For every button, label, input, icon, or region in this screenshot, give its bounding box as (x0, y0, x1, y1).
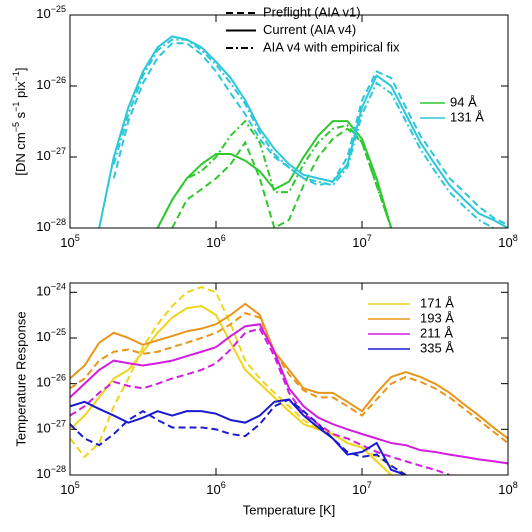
y-axis-label-part: [DN cm (13, 132, 28, 175)
tick-exponent: −28 (51, 217, 66, 227)
legend-label: 211 Å (420, 325, 453, 340)
series-line (112, 38, 494, 228)
x-tick-label: 108 (498, 233, 517, 250)
legend-label: 94 Å (450, 94, 477, 109)
plot-frame (69, 14, 509, 229)
tick-exponent: 7 (367, 480, 372, 490)
tick-exponent: −28 (51, 464, 66, 474)
legend-style-label: Preflight (AIA v1) (263, 4, 361, 19)
legend-style-label: Current (AIA v4) (263, 22, 356, 37)
tick-exponent: −26 (51, 75, 66, 85)
tick-base: 10 (60, 482, 74, 497)
tick-exponent: −27 (51, 419, 66, 429)
tick-base: 10 (206, 482, 220, 497)
x-tick-label: 107 (352, 233, 371, 250)
tick-exponent: 6 (221, 480, 226, 490)
tick-base: 10 (36, 466, 50, 481)
series-line (156, 119, 393, 228)
tick-exponent: −25 (51, 327, 66, 337)
tick-exponent: −26 (51, 373, 66, 383)
tick-base: 10 (352, 482, 366, 497)
series-line (70, 312, 508, 444)
series-line (98, 35, 508, 228)
tick-base: 10 (36, 375, 50, 390)
y-tick-label: 10−28 (36, 464, 66, 481)
y-axis-label-part: pix (13, 81, 28, 102)
series-line (171, 127, 393, 228)
tick-exponent: −24 (51, 282, 66, 292)
plot-frame (69, 282, 509, 476)
series-line (70, 327, 450, 475)
tick-base: 10 (352, 235, 366, 250)
y-tick-label: 10−27 (36, 419, 66, 436)
y-axis-label-part: −1 (11, 102, 21, 112)
y-tick-label: 10−27 (36, 146, 66, 163)
series-line (112, 42, 508, 226)
plot-lines (98, 35, 508, 228)
tick-base: 10 (206, 235, 220, 250)
y-axis-label-part: ] (13, 67, 28, 71)
legend-label: 335 Å (420, 340, 454, 355)
y-tick-label: 10−26 (36, 373, 66, 390)
tick-base: 10 (36, 284, 50, 299)
tick-exponent: 7 (367, 233, 372, 243)
series-line (70, 305, 392, 475)
tick-base: 10 (36, 329, 50, 344)
tick-exponent: 5 (75, 480, 80, 490)
tick-base: 10 (36, 421, 50, 436)
tick-exponent: 8 (513, 233, 518, 243)
x-tick-label: 105 (60, 480, 79, 497)
y-axis-label-part: s (13, 111, 28, 122)
series-line (70, 323, 508, 465)
tick-exponent: 8 (513, 480, 518, 490)
tick-base: 10 (498, 482, 512, 497)
y-tick-label: 10−25 (36, 4, 66, 21)
legend-label: 131 Å (450, 109, 484, 124)
legend-label: 171 Å (420, 295, 454, 310)
series-line (70, 302, 508, 440)
tick-base: 10 (498, 235, 512, 250)
series-line (70, 286, 407, 475)
tick-base: 10 (36, 148, 50, 163)
tick-base: 10 (60, 235, 74, 250)
legend-style-label: AIA v4 with empirical fix (263, 39, 400, 54)
series-line (70, 398, 407, 475)
y-axis-label: Temperature Response (13, 311, 28, 446)
tick-exponent: −25 (51, 4, 66, 14)
y-tick-label: 10−25 (36, 327, 66, 344)
x-tick-label: 105 (60, 233, 79, 250)
y-tick-label: 10−26 (36, 75, 66, 92)
y-axis-label-part: −5 (11, 122, 21, 132)
tick-base: 10 (36, 77, 50, 92)
tick-exponent: 5 (75, 233, 80, 243)
tick-exponent: −27 (51, 146, 66, 156)
plot-lines (70, 286, 508, 475)
tick-base: 10 (36, 6, 50, 21)
x-tick-label: 107 (352, 480, 371, 497)
tick-exponent: 6 (221, 233, 226, 243)
y-tick-label: 10−24 (36, 282, 66, 299)
x-tick-label: 106 (206, 233, 225, 250)
x-axis-label: Temperature [K] (243, 502, 336, 517)
legend-label: 193 Å (420, 310, 454, 325)
y-axis-label-part: −1 (11, 71, 21, 81)
tick-base: 10 (36, 219, 50, 234)
y-axis-label: [DN cm−5 s−1 pix−1] (11, 67, 28, 175)
y-tick-label: 10−28 (36, 217, 66, 234)
x-tick-label: 108 (498, 480, 517, 497)
x-tick-label: 106 (206, 480, 225, 497)
